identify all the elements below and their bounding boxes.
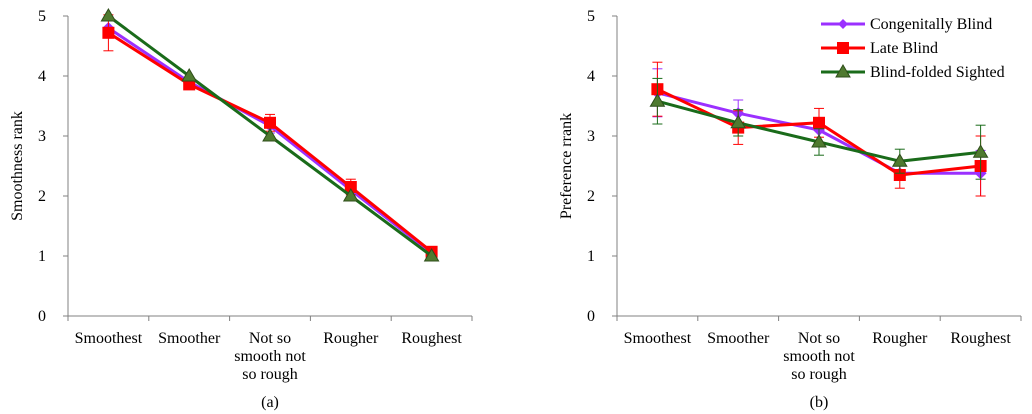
y-tick-label: 0: [38, 308, 46, 325]
y-tick-label: 3: [587, 128, 595, 145]
data-point-triangle: [342, 188, 359, 202]
legend: Congenitally Blind Late Blind Blind-folded…: [821, 16, 1005, 81]
y-tick-label: 5: [587, 8, 595, 25]
chart-caption: (a): [261, 394, 279, 411]
data-point-square: [344, 181, 357, 193]
x-tick-label: Smoother: [707, 330, 770, 347]
data-point-triangle: [181, 68, 198, 82]
data-point-triangle: [891, 153, 908, 167]
x-tick-label: Not so: [798, 330, 840, 347]
legend-marker-diamond: [838, 19, 848, 29]
x-tick-label: so rough: [791, 366, 847, 383]
y-tick-label: 2: [587, 188, 595, 205]
y-tick-label: 2: [38, 188, 46, 205]
y-axis-label: Smoothness rank: [9, 111, 26, 221]
data-point-square: [102, 26, 115, 39]
x-tick-label: Smoother: [158, 330, 221, 347]
y-tick-label: 1: [38, 248, 46, 265]
legend-label: Congenitally Blind: [870, 16, 992, 33]
y-axis-label: Preference rrank: [558, 113, 575, 219]
x-tick-label: smooth not: [783, 348, 855, 365]
y-tick-label: 0: [587, 308, 595, 325]
legend-label: Blind-folded Sighted: [870, 64, 1005, 81]
data-point-triangle: [811, 134, 827, 148]
data-point-triangle: [730, 114, 747, 129]
data-point-square: [264, 116, 276, 129]
x-tick-label: Rougher: [323, 330, 379, 347]
series-blind-folded-sighted: [649, 77, 989, 180]
y-tick-label: 5: [38, 8, 46, 25]
x-tick-label: Not so: [249, 330, 291, 347]
y-tick-label: 4: [587, 68, 595, 85]
legend-label: Late Blind: [870, 40, 938, 57]
x-tick-label: Smoothest: [624, 330, 692, 347]
data-point-triangle: [262, 128, 278, 142]
legend-marker-square: [837, 42, 849, 54]
y-tick-label: 3: [38, 128, 46, 145]
series-blind-folded-sighted: [100, 8, 440, 262]
data-point-square: [893, 169, 906, 181]
data-point-triangle: [972, 144, 989, 158]
chart-caption: (b): [810, 394, 829, 411]
data-point-square: [813, 116, 825, 129]
y-tick-label: 1: [587, 248, 595, 265]
data-point-triangle: [649, 93, 666, 107]
x-tick-label: Roughest: [950, 330, 1011, 347]
x-tick-label: Rougher: [872, 330, 928, 347]
x-tick-label: smooth not: [234, 348, 306, 365]
x-tick-label: so rough: [242, 366, 298, 383]
legend-marker-triangle: [835, 64, 851, 78]
data-point-triangle: [423, 248, 440, 262]
x-tick-label: Smoothest: [75, 330, 143, 347]
y-tick-label: 4: [38, 68, 46, 85]
x-tick-label: Roughest: [401, 330, 462, 347]
data-point-triangle: [100, 8, 117, 22]
